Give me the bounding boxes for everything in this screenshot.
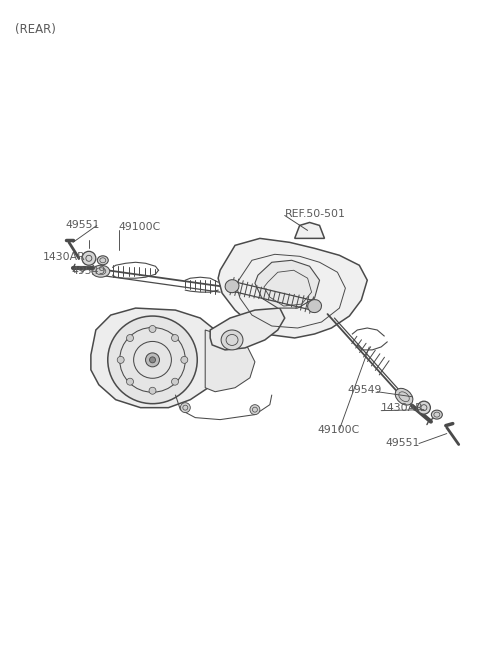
- Ellipse shape: [180, 403, 190, 413]
- Text: 1430AR: 1430AR: [381, 403, 424, 413]
- Ellipse shape: [149, 326, 156, 333]
- Ellipse shape: [108, 316, 197, 403]
- Text: REF.50-501: REF.50-501: [285, 208, 346, 219]
- Polygon shape: [205, 330, 255, 392]
- Text: 49100C: 49100C: [318, 424, 360, 434]
- Text: 49549: 49549: [71, 267, 105, 276]
- Polygon shape: [295, 223, 324, 238]
- Polygon shape: [255, 260, 320, 308]
- Ellipse shape: [221, 330, 243, 350]
- Ellipse shape: [395, 388, 413, 405]
- Ellipse shape: [171, 335, 179, 341]
- Ellipse shape: [149, 387, 156, 394]
- Polygon shape: [218, 238, 367, 338]
- Ellipse shape: [127, 335, 133, 341]
- Ellipse shape: [145, 353, 159, 367]
- Text: 49549: 49549: [348, 384, 382, 395]
- Text: 49100C: 49100C: [119, 223, 161, 233]
- Polygon shape: [91, 308, 220, 407]
- Ellipse shape: [82, 252, 96, 265]
- Ellipse shape: [97, 256, 108, 265]
- Text: 49551: 49551: [65, 221, 99, 231]
- Ellipse shape: [117, 356, 124, 364]
- Ellipse shape: [432, 410, 443, 419]
- Ellipse shape: [171, 378, 179, 385]
- Ellipse shape: [418, 401, 431, 414]
- Ellipse shape: [250, 405, 260, 415]
- Ellipse shape: [308, 299, 322, 312]
- Text: (REAR): (REAR): [15, 24, 56, 36]
- Ellipse shape: [181, 356, 188, 364]
- Text: 1430AR: 1430AR: [43, 252, 86, 262]
- Ellipse shape: [150, 357, 156, 363]
- Polygon shape: [210, 308, 285, 350]
- Ellipse shape: [225, 280, 239, 293]
- Ellipse shape: [127, 378, 133, 385]
- Text: 49551: 49551: [385, 438, 420, 447]
- Ellipse shape: [92, 265, 110, 277]
